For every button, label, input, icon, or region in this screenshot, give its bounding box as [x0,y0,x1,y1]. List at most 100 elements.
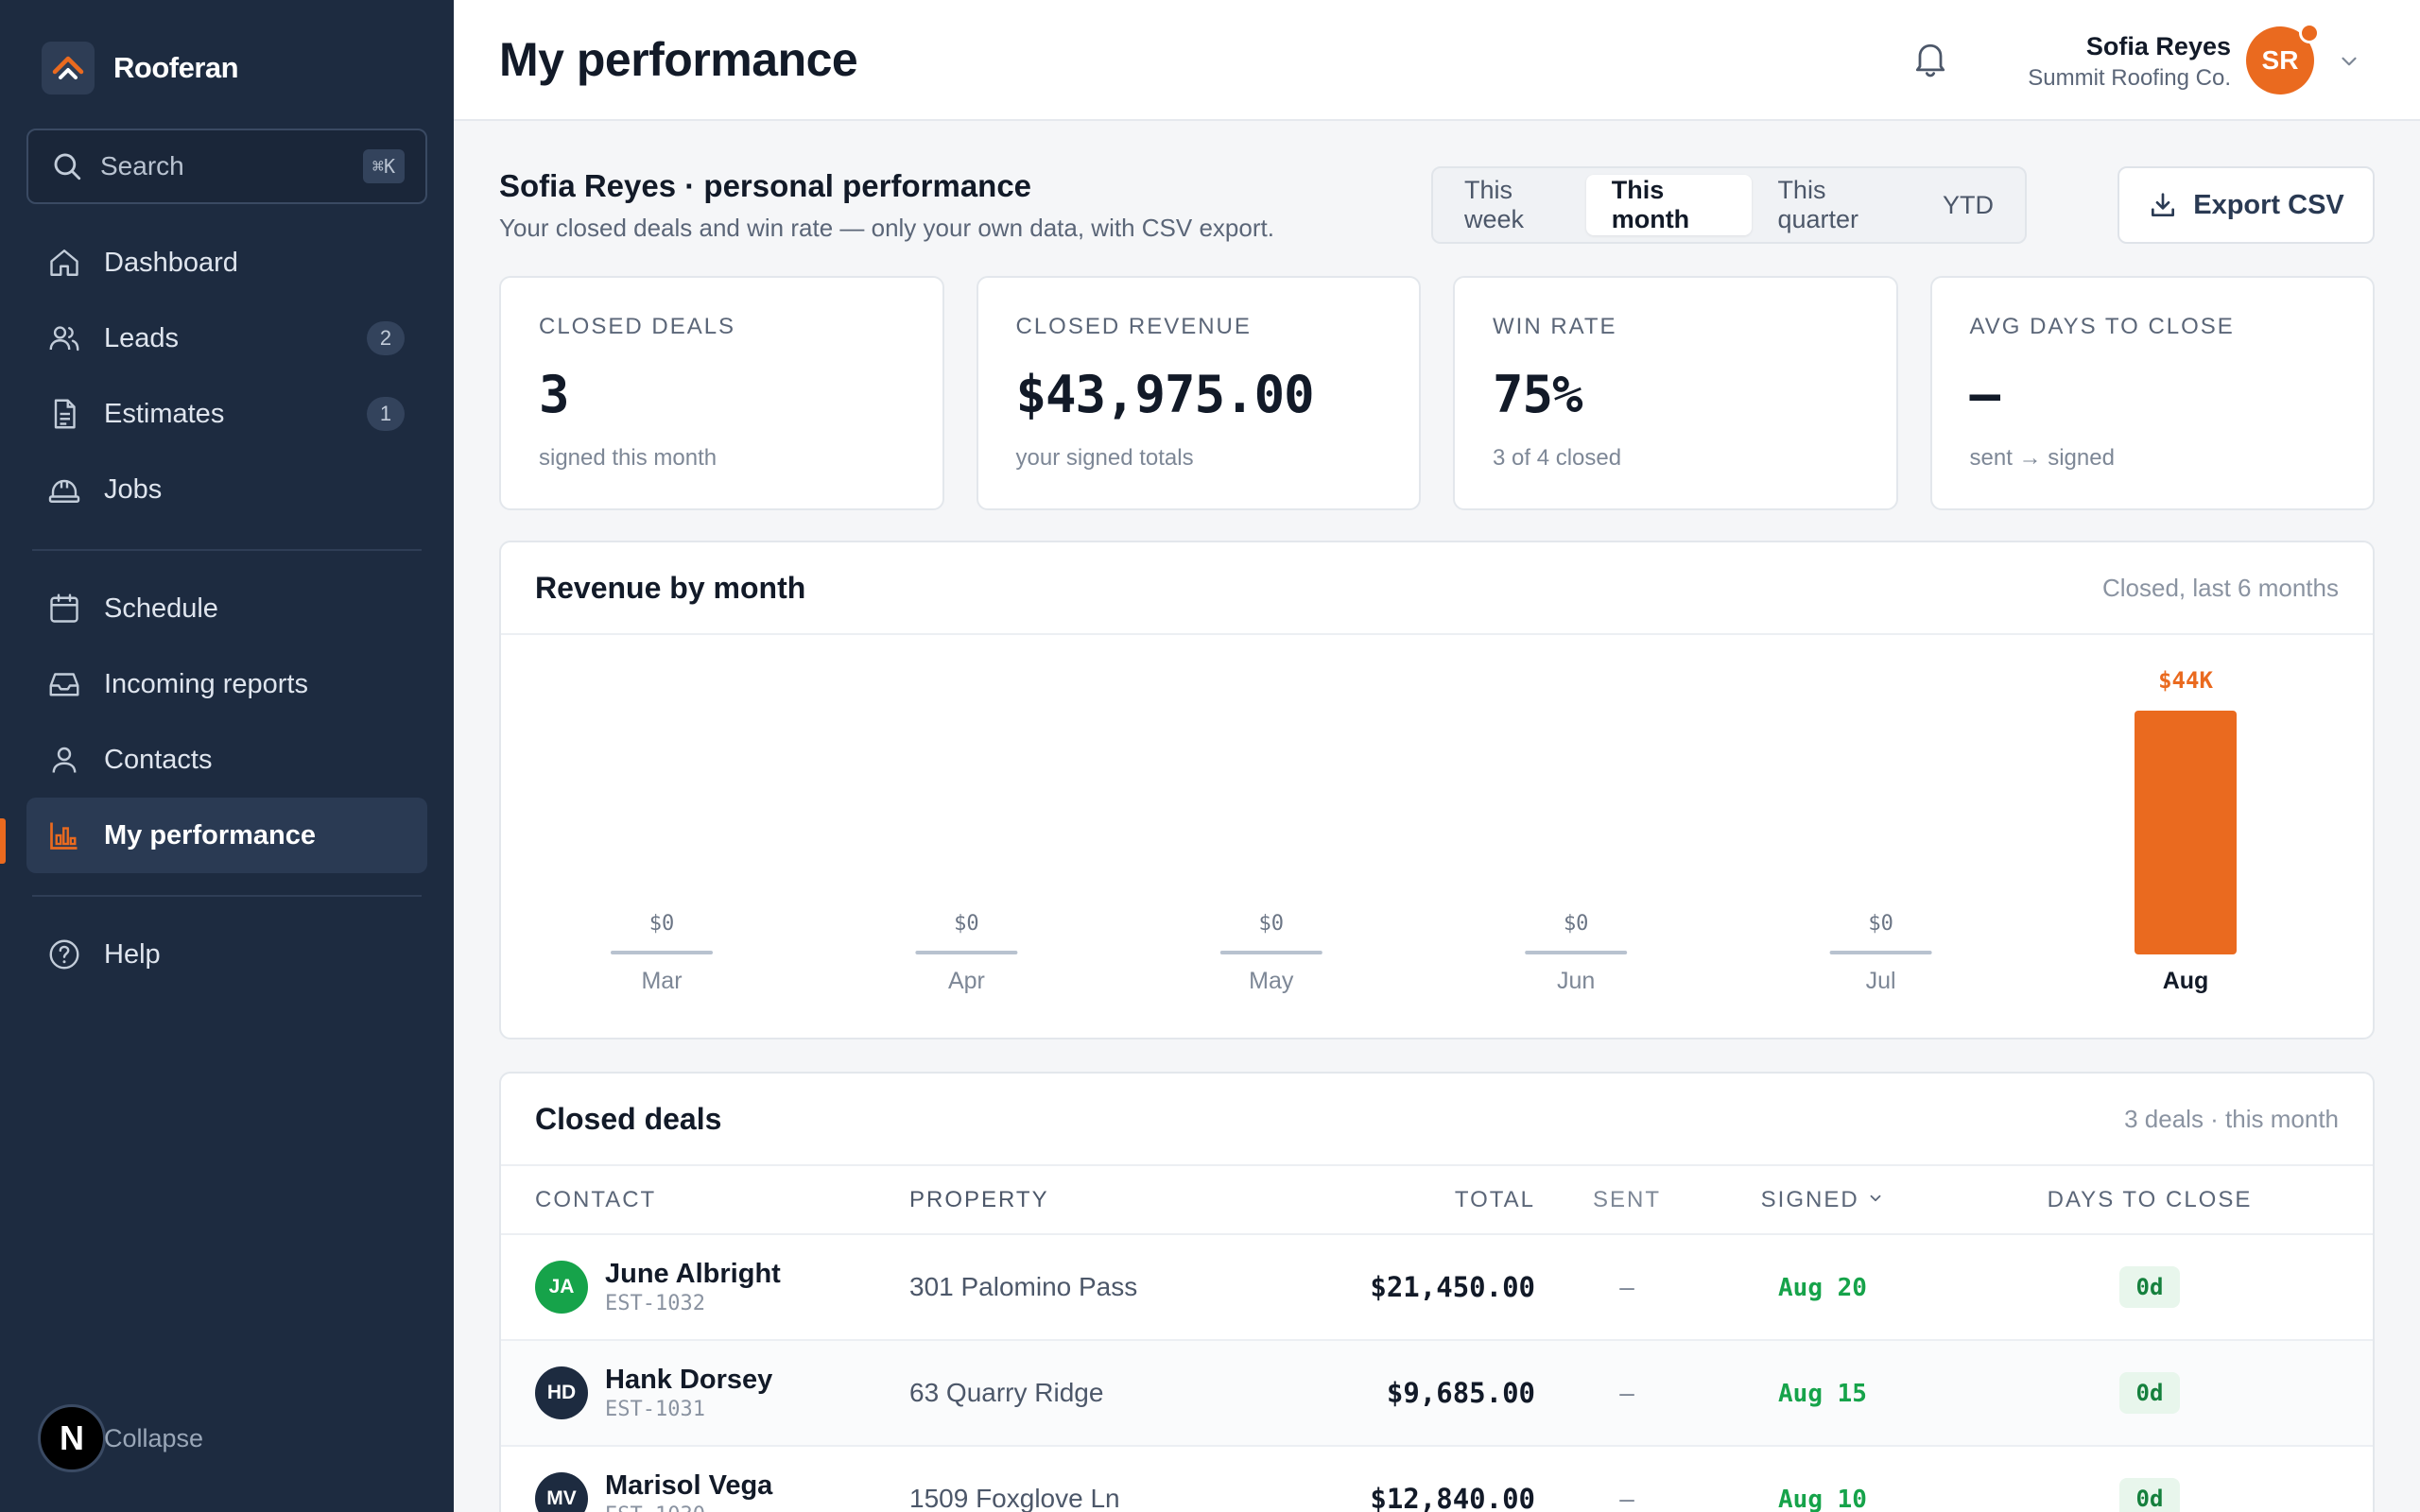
card-header: Revenue by month Closed, last 6 months [501,542,2373,635]
n-avatar[interactable]: N [38,1404,106,1472]
value-label-apr: $0 [954,912,978,936]
search-input[interactable]: Search ⌘K [26,129,427,204]
user-menu-toggle[interactable] [2337,49,2361,78]
cell-property: 1509 Foxglove Ln [909,1446,1259,1512]
estimate-id: EST-1031 [605,1398,705,1421]
kpi-value: – [1969,365,2001,424]
cell-signed: Aug 20 [1719,1234,1927,1341]
col-contact[interactable]: CONTACT [501,1166,909,1235]
col-property[interactable]: PROPERTY [909,1166,1259,1235]
cell-signed: Aug 15 [1719,1340,1927,1447]
sidebar-item-help[interactable]: Help [26,917,427,992]
card-meta: 3 deals · this month [2124,1104,2339,1133]
hardhat-icon [48,479,80,503]
col-total[interactable]: TOTAL [1259,1166,1535,1235]
tick-label-jul: Jul [1866,968,1896,994]
value-label-aug: $44K [2158,667,2213,694]
range-this-week[interactable]: This week [1464,176,1525,233]
contact: HD Hank Dorsey EST-1031 [535,1365,909,1421]
cell-total: $21,450.00 [1259,1234,1535,1341]
table-row[interactable]: HD Hank Dorsey EST-1031 63 Quarry Ridge $9,6… [501,1340,2373,1447]
page-title: My performance [499,33,858,86]
range-this-quarter[interactable]: This quarter [1777,176,1858,233]
app-logo[interactable]: Rooferan [42,42,239,94]
table-row[interactable]: MV Marisol Vega EST-1030 1509 Foxglove Ln $1… [501,1446,2373,1512]
sidebar-item-label: Incoming reports [104,668,308,699]
cell-contact: HD Hank Dorsey EST-1031 [501,1340,909,1447]
bar-jun[interactable] [1525,951,1628,954]
contact-info: Marisol Vega EST-1030 [605,1470,772,1512]
cell-sent: – [1535,1340,1719,1447]
sidebar-item-my-performance[interactable]: My performance [26,798,427,873]
table-row[interactable]: JA June Albright EST-1032 301 Palomino Pass… [501,1234,2373,1341]
notifications-button[interactable] [1910,38,1951,84]
tick-label-apr: Apr [948,968,985,994]
collapse-button[interactable]: N Collapse [38,1404,203,1472]
bar-apr[interactable] [915,951,1018,954]
search-shortcut: ⌘K [362,149,405,183]
bar-may[interactable] [1219,951,1322,954]
signed-date: Aug 20 [1778,1274,1867,1302]
sidebar-item-schedule[interactable]: Schedule [26,571,427,646]
col-signed[interactable]: SIGNED [1719,1166,1927,1235]
col-signed-label: SIGNED [1760,1186,1859,1212]
kpi-avg-days-to-close: AVG DAYS TO CLOSE – sent → signed [1929,276,2375,510]
bell-icon [1915,43,1945,77]
sidebar-item-contacts[interactable]: Contacts [26,722,427,798]
range-ytd[interactable]: YTD [1942,190,1994,219]
users-icon [49,326,79,352]
col-sent[interactable]: SENT [1535,1166,1719,1235]
kpi-closed-deals: CLOSED DEALS 3 signed this month [499,276,944,510]
calendar-icon [50,593,78,623]
sidebar-item-label: Schedule [104,593,218,624]
sidebar-item-leads[interactable]: Leads 2 [26,301,427,376]
estimate-id: EST-1030 [605,1503,772,1512]
bar-chart-icon [50,822,78,850]
export-csv-button[interactable]: Export CSV [2118,166,2375,244]
contact-name[interactable]: June Albright [605,1259,781,1289]
card-title: Revenue by month [535,570,806,605]
kpi-note: 3 of 4 closed [1493,445,1622,471]
document-icon [54,399,76,429]
top-header: My performance Sofia Reyes Summit Roofin… [454,0,2420,121]
kpi-label: AVG DAYS TO CLOSE [1969,314,2235,339]
sidebar-item-incoming-reports[interactable]: Incoming reports [26,646,427,722]
cell-sent: – [1535,1446,1719,1512]
bar-mar[interactable] [611,951,713,954]
col-days-to-close[interactable]: DAYS TO CLOSE [1927,1166,2373,1235]
app-name: Rooferan [113,51,239,84]
value-label-may: $0 [1259,912,1285,936]
section-subtitle: Your closed deals and win rate — only yo… [499,214,1274,242]
contact-name[interactable]: Hank Dorsey [605,1365,773,1395]
revenue-chart-card: Revenue by month Closed, last 6 months $… [499,541,2375,1040]
sidebar-item-jobs[interactable]: Jobs [26,452,427,527]
chevron-down-icon [2342,57,2357,66]
active-indicator [0,818,6,864]
sidebar-item-estimates[interactable]: Estimates 1 [26,376,427,452]
help-icon [49,939,79,970]
contact-name[interactable]: Marisol Vega [605,1470,773,1501]
sidebar-item-dashboard[interactable]: Dashboard [26,225,427,301]
kpi-note: sent → signed [1969,445,2115,471]
avatar[interactable]: SR [2246,26,2314,94]
kpi-value: 3 [539,365,570,424]
days-pill: 0d [2118,1266,2181,1308]
revenue-bar-chart: $0 Mar $0 Apr $0 May $0 Jun $0 Jul $44K Aug [501,635,2373,1038]
range-this-month[interactable]: This month [1585,175,1753,235]
chart-svg: $0 Mar $0 Apr $0 May $0 Jun $0 Jul $44K Aug [611,667,2237,994]
kpi-win-rate: WIN RATE 75% 3 of 4 closed [1453,276,1898,510]
search-placeholder: Search [100,151,184,180]
section-title: Sofia Reyes · personal performance [499,168,1032,203]
contact: JA June Albright EST-1032 [535,1259,909,1315]
sort-chevron-icon [1870,1194,1881,1201]
bar-aug[interactable] [2135,711,2237,954]
kpi-label: CLOSED REVENUE [1015,314,1252,339]
contact: MV Marisol Vega EST-1030 [535,1470,909,1512]
card-header: Closed deals 3 deals · this month [501,1074,2373,1166]
leads-count-badge: 2 [367,321,405,355]
contact-avatar: JA [535,1261,588,1314]
bar-jul[interactable] [1829,951,1932,954]
user-menu[interactable]: Sofia Reyes Summit Roofing Co. [2028,32,2231,92]
roof-logo-icon [42,42,95,94]
kpi-row: CLOSED DEALS 3 signed this month CLOSED … [499,276,2375,510]
